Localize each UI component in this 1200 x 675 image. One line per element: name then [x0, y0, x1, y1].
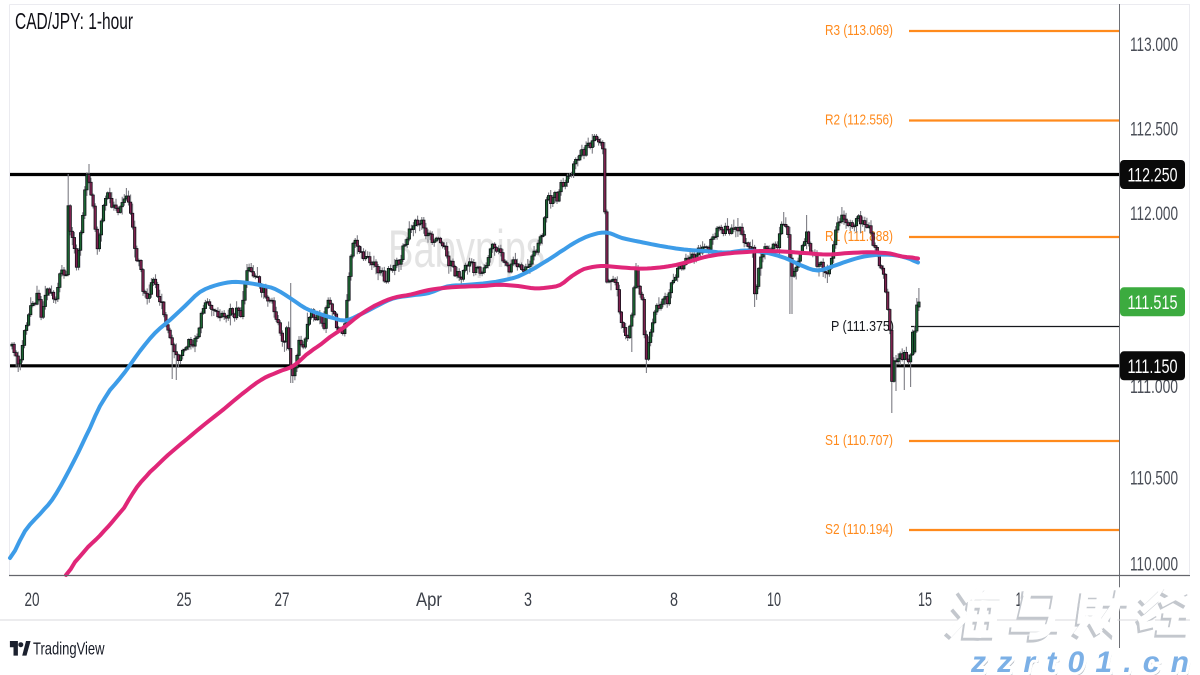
svg-text:zzrt01.cn: zzrt01.cn [970, 646, 1189, 675]
svg-text:TradingView: TradingView [33, 639, 105, 659]
svg-text:112.000: 112.000 [1130, 204, 1178, 225]
svg-text:111.515: 111.515 [1128, 292, 1178, 314]
svg-text:25: 25 [177, 589, 192, 611]
svg-text:zzrt01.cn: zzrt01.cn [973, 649, 1192, 675]
svg-text:15: 15 [918, 589, 932, 611]
svg-text:10: 10 [767, 589, 781, 611]
svg-text:20: 20 [25, 589, 40, 611]
svg-text:113.000: 113.000 [1130, 35, 1178, 56]
svg-text:S1 (110.707): S1 (110.707) [825, 432, 893, 449]
svg-text:R2 (112.556): R2 (112.556) [825, 112, 893, 129]
svg-text:8: 8 [670, 589, 678, 611]
svg-text:R3 (113.069): R3 (113.069) [825, 22, 893, 39]
svg-text:111.150: 111.150 [1128, 356, 1178, 378]
svg-text:P (111.375): P (111.375) [831, 318, 894, 335]
svg-text:110.000: 110.000 [1130, 555, 1178, 576]
svg-text:112.250: 112.250 [1128, 165, 1178, 187]
svg-text:CAD/JPY: 1-hour: CAD/JPY: 1-hour [15, 8, 133, 34]
svg-text:112.500: 112.500 [1130, 120, 1178, 141]
svg-text:R1 (111.888): R1 (111.888) [825, 228, 893, 245]
svg-text:111.000: 111.000 [1130, 377, 1178, 398]
svg-text:3: 3 [524, 589, 532, 611]
svg-text:Apr: Apr [416, 589, 442, 611]
svg-text:27: 27 [275, 589, 290, 611]
svg-text:S2 (110.194): S2 (110.194) [825, 521, 893, 538]
svg-text:110.500: 110.500 [1130, 469, 1178, 490]
svg-text:zzrt01.cn: zzrt01.cn [970, 646, 1189, 675]
